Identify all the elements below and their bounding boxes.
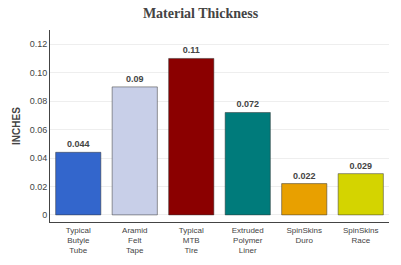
svg-text:ExtrudedPolymerLiner: ExtrudedPolymerLiner [232,226,264,256]
svg-text:0.11: 0.11 [183,45,200,55]
svg-text:0: 0 [42,210,47,220]
svg-text:0.09: 0.09 [126,74,144,84]
svg-text:0.08: 0.08 [30,96,48,106]
svg-text:0.072: 0.072 [236,99,259,109]
svg-text:0.06: 0.06 [30,125,48,135]
svg-text:0.029: 0.029 [349,161,372,171]
svg-text:0.022: 0.022 [293,171,316,181]
svg-text:0.044: 0.044 [67,139,90,149]
svg-text:SpinSkinsDuro: SpinSkinsDuro [286,226,322,245]
svg-text:0.12: 0.12 [30,39,48,49]
svg-text:0.04: 0.04 [30,153,48,163]
svg-text:INCHES: INCHES [11,107,22,145]
svg-text:Material Thickness: Material Thickness [143,6,259,21]
svg-text:TypicalButyleTube: TypicalButyleTube [66,226,91,256]
svg-text:0.10: 0.10 [30,68,48,78]
svg-text:SpinSkinsRace: SpinSkinsRace [343,226,379,245]
svg-text:AramidFeltTape: AramidFeltTape [122,226,147,256]
svg-text:TypicalMTBTire: TypicalMTBTire [179,226,204,256]
svg-text:0.02: 0.02 [30,182,48,192]
